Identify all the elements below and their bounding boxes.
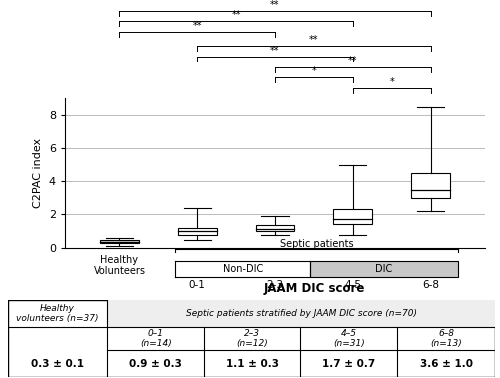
Bar	[256, 225, 294, 231]
Text: *: *	[390, 77, 394, 87]
Text: Healthy
Volunteers: Healthy Volunteers	[94, 255, 146, 276]
Text: 2–3
(n=12): 2–3 (n=12)	[236, 329, 268, 348]
Bar	[108, 300, 495, 327]
Text: *: *	[312, 67, 316, 76]
Text: 2-3: 2-3	[266, 280, 283, 290]
Text: 6-8: 6-8	[422, 280, 439, 290]
Text: **: **	[309, 35, 318, 45]
Text: 6–8
(n=13): 6–8 (n=13)	[430, 329, 462, 348]
Text: **: **	[348, 56, 358, 66]
Text: 1.7 ± 0.7: 1.7 ± 0.7	[322, 359, 376, 369]
Bar	[411, 173, 450, 198]
Text: **: **	[270, 46, 280, 56]
Text: JAAM DIC score: JAAM DIC score	[263, 282, 364, 295]
Text: DIC: DIC	[376, 264, 392, 274]
Bar	[100, 240, 139, 243]
Text: 0–1
(n=14): 0–1 (n=14)	[140, 329, 172, 348]
Text: Healthy
volunteers (n=37): Healthy volunteers (n=37)	[16, 304, 98, 324]
Text: 4-5: 4-5	[344, 280, 362, 290]
Text: 0.9 ± 0.3: 0.9 ± 0.3	[130, 359, 182, 369]
Text: 4–5
(n=31): 4–5 (n=31)	[333, 329, 364, 348]
Text: 1.1 ± 0.3: 1.1 ± 0.3	[226, 359, 278, 369]
Y-axis label: C2PAC index: C2PAC index	[34, 138, 43, 208]
Text: 3.6 ± 1.0: 3.6 ± 1.0	[420, 359, 472, 369]
Text: Septic patients stratified by JAAM DIC score (n=70): Septic patients stratified by JAAM DIC s…	[186, 309, 416, 318]
Text: Septic patients: Septic patients	[280, 239, 353, 249]
Text: **: **	[232, 10, 241, 20]
Bar	[178, 228, 216, 235]
Text: **: **	[270, 0, 280, 10]
Bar	[334, 209, 372, 223]
Text: 0-1: 0-1	[189, 280, 206, 290]
Text: Non-DIC: Non-DIC	[222, 264, 263, 274]
Bar	[310, 261, 458, 277]
Text: 0.3 ± 0.1: 0.3 ± 0.1	[31, 359, 84, 369]
Text: **: **	[192, 21, 202, 31]
